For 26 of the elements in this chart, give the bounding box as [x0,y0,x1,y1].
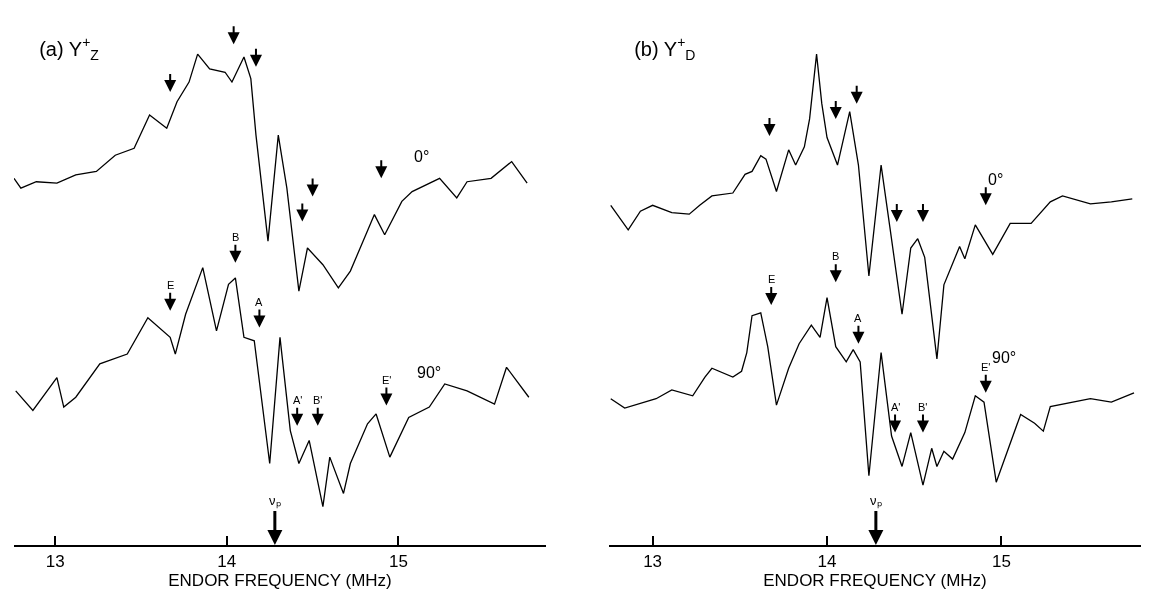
annotation: B [832,250,840,262]
annotation: E' [981,361,991,373]
annotation: A [854,312,862,324]
series-label: 90° [417,364,442,381]
annotation: E [768,273,776,285]
x-axis-title: ENDOR FREQUENCY (MHz) [763,571,987,591]
annotation: A' [293,394,303,406]
x-axis-title: ENDOR FREQUENCY (MHz) [168,571,392,591]
annotation: A' [891,401,901,413]
x-tick-label: 14 [217,552,237,572]
x-tick-label: 15 [388,552,408,572]
series-label: 0° [414,148,430,165]
annotation: B [232,231,240,243]
annotation: E [167,279,175,291]
annotation: E' [382,374,392,386]
annotation: νₚ [870,493,882,509]
x-tick-label: 14 [817,552,837,572]
annotation: νₚ [269,493,281,509]
annotation: A [255,296,263,308]
x-tick-label: 13 [643,552,663,572]
x-tick-label: 13 [45,552,65,572]
annotation: B' [918,401,928,413]
text: 0° [988,171,1004,188]
annotation: B' [313,394,323,406]
text: 90° [992,349,1017,366]
x-tick-label: 15 [992,552,1011,572]
